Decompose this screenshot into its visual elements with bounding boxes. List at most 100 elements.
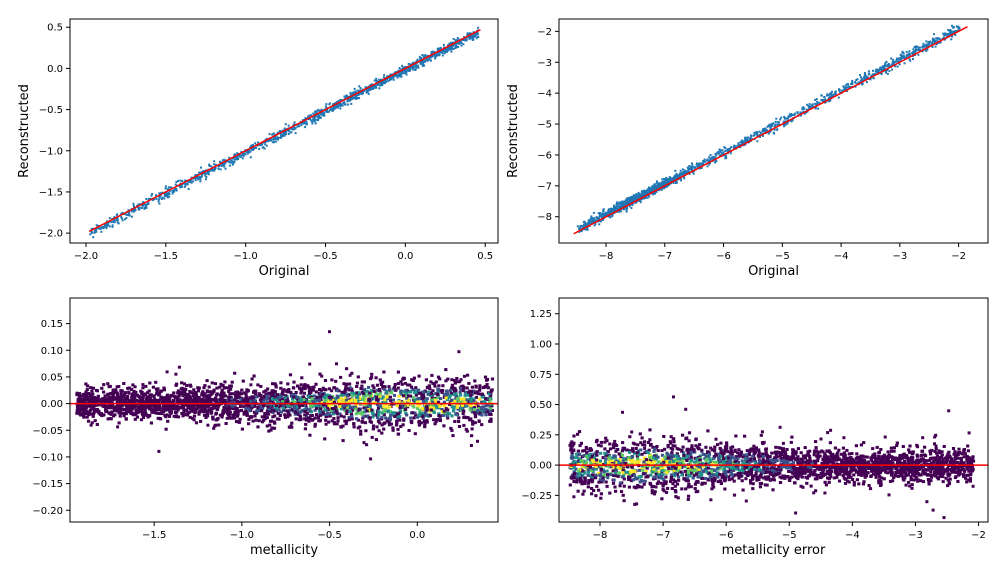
scatter-point [909, 53, 912, 56]
heatmap-cell [294, 394, 298, 398]
heatmap-cell [158, 406, 162, 410]
scatter-point [186, 183, 189, 186]
scatter-point [958, 26, 961, 29]
scatter-point [846, 83, 849, 86]
scatter-point [837, 96, 840, 99]
scatter-point [224, 167, 227, 170]
heatmap-cell [118, 414, 122, 418]
heatmap-cell [145, 413, 149, 417]
scatter-point [471, 35, 473, 38]
scatter-point [859, 74, 861, 77]
scatter-point [320, 109, 323, 112]
scatter-point [221, 162, 224, 165]
scatter-point [370, 86, 373, 89]
x-axis-2: −8 −7 −6 −5 −4 −3 −2 [599, 243, 966, 262]
heatmap-cells-3 [75, 330, 495, 461]
scatter-point [200, 175, 203, 178]
heatmap-cell [478, 386, 482, 390]
heatmap-cell [465, 429, 469, 433]
scatter-point [263, 147, 266, 150]
scatter-point [793, 114, 796, 117]
scatter-point [395, 74, 398, 77]
scatter-point [885, 65, 888, 68]
scatter-point [471, 37, 473, 40]
heatmap-cell [450, 398, 454, 402]
heatmap-cell [113, 388, 118, 392]
heatmap-cell [391, 428, 395, 432]
scatter-point [957, 28, 960, 31]
scatter-point [288, 130, 290, 133]
heatmap-cell [141, 395, 145, 399]
scatter-point [691, 164, 694, 167]
scatter-point [787, 117, 790, 120]
scatter-point [249, 156, 252, 159]
heatmap-cell [87, 413, 91, 417]
heatmap-cell [202, 413, 207, 417]
scatter-point [750, 134, 752, 137]
heatmap-cell [221, 384, 225, 387]
heatmap-cell [167, 414, 172, 418]
scatter-point [164, 193, 167, 196]
heatmap-cell [466, 373, 470, 377]
scatter-point [441, 52, 444, 54]
scatter-point [885, 69, 888, 72]
heatmap-cell [178, 406, 182, 410]
heatmap-cell [446, 416, 450, 420]
heatmap-cell [271, 415, 275, 419]
scatter-point [277, 138, 279, 141]
heatmap-cell [342, 382, 346, 386]
heatmap-cell [413, 397, 417, 401]
heatmap-cell [460, 406, 464, 410]
x-tick-label: −1.0 [234, 251, 258, 262]
heatmap-cell [375, 383, 380, 387]
heatmap-cell [275, 408, 279, 412]
scatter-point [656, 185, 659, 188]
heatmap-cell [337, 389, 341, 393]
scatter-point [132, 205, 135, 207]
scatter-point [359, 87, 362, 90]
scatter-point [441, 49, 444, 52]
scatter-point [585, 223, 588, 226]
scatter-point [591, 217, 594, 220]
scatter-point [193, 177, 196, 180]
scatter-point [615, 203, 618, 206]
heatmap-cell [119, 411, 124, 415]
heatmap-cell [194, 394, 199, 398]
heatmap-cell [305, 411, 309, 415]
heatmap-cell [431, 406, 435, 410]
scatter-point [134, 209, 137, 211]
scatter-point [449, 45, 451, 48]
heatmap-cell [185, 384, 189, 387]
scatter-point [625, 208, 628, 211]
scatter-point [180, 183, 183, 186]
scatter-point [184, 179, 187, 182]
scatter-point [669, 177, 672, 180]
scatter-point [342, 102, 345, 104]
heatmap-cell [154, 392, 159, 396]
scatter-point [831, 90, 833, 93]
heatmap-cell [487, 397, 491, 401]
scatter-point [279, 132, 282, 135]
heatmap-cell [264, 392, 268, 396]
heatmap-cell [396, 412, 400, 416]
heatmap-cell [412, 405, 416, 409]
heatmap-cell [399, 380, 403, 384]
scatter-point [424, 59, 427, 62]
scatter-point [282, 133, 285, 136]
scatter-point [880, 66, 883, 69]
heatmap-cell [166, 405, 170, 409]
scatter-point [196, 176, 199, 179]
heatmap-cell [144, 384, 148, 388]
heatmap-cell [233, 403, 237, 407]
scatter-point [749, 137, 752, 140]
scatter-point [317, 117, 320, 120]
scatter-point [936, 38, 939, 41]
heatmap-cell [244, 393, 248, 397]
heatmap-cell [111, 391, 115, 395]
scatter-point [829, 99, 832, 102]
scatter-point [324, 105, 327, 108]
scatter-point [167, 186, 170, 189]
scatter-point [208, 163, 211, 166]
scatter-point [589, 219, 592, 222]
